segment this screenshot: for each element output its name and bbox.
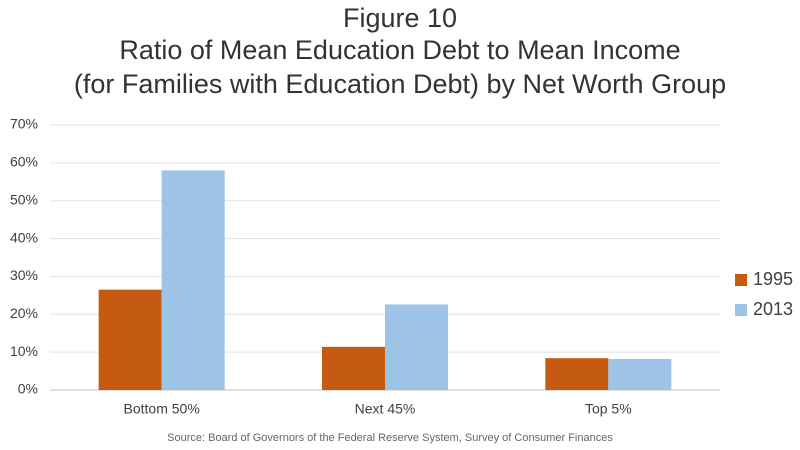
y-tick-label: 40% (10, 229, 38, 245)
legend-label: 1995 (753, 269, 793, 289)
bar (608, 358, 672, 390)
x-tick-label: Next 45% (355, 401, 416, 417)
legend-swatch (735, 304, 747, 316)
chart-title: Ratio of Mean Education Debt to Mean Inc… (119, 35, 680, 65)
legend-label: 2013 (753, 299, 793, 319)
x-tick-label: Bottom 50% (124, 401, 200, 417)
x-tick-label: Top 5% (585, 401, 632, 417)
source-note: Source: Board of Governors of the Federa… (167, 432, 613, 444)
y-tick-label: 30% (10, 267, 38, 283)
y-tick-label: 10% (10, 343, 38, 359)
y-tick-label: 0% (18, 381, 38, 397)
bar (322, 346, 385, 390)
bar (545, 358, 609, 390)
legend-swatch (735, 274, 747, 286)
y-tick-label: 60% (10, 154, 38, 170)
y-tick-label: 20% (10, 305, 38, 321)
bar (98, 289, 162, 390)
chart-title: Figure 10 (343, 3, 457, 33)
y-tick-label: 50% (10, 191, 38, 207)
chart-title: (for Families with Education Debt) by Ne… (74, 69, 726, 99)
bar (385, 304, 448, 390)
y-tick-label: 70% (10, 116, 38, 132)
bar (161, 170, 225, 390)
